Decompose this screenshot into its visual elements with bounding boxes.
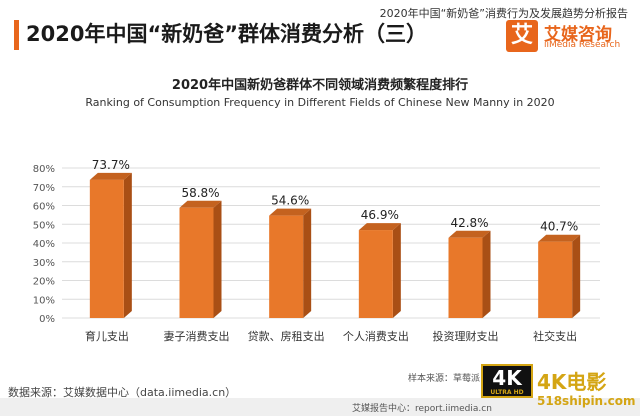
data-label: 46.9% (361, 208, 399, 222)
x-category-label: 妻子消费支出 (164, 329, 230, 343)
page-title: 2020年中国“新奶爸”群体消费分析（三） (26, 22, 428, 46)
data-label: 58.8% (181, 186, 219, 200)
x-category-label: 投资理财支出 (433, 329, 499, 343)
y-tick-label: 30% (33, 258, 55, 269)
y-tick-label: 0% (39, 314, 55, 325)
bar-top (358, 223, 401, 231)
data-label: 73.7% (92, 158, 130, 172)
report-center: 艾媒报告中心：report.iimedia.cn (352, 404, 492, 414)
data-label: 42.8% (450, 216, 488, 230)
y-tick-label: 40% (33, 239, 55, 250)
iimedia-logo: 艾 艾媒咨询 iiMedia Research (506, 20, 632, 52)
sample-source: 样本来源：草莓派 (408, 374, 481, 384)
bar-side (303, 208, 312, 318)
bar-side (572, 234, 581, 318)
bar-top (179, 200, 222, 208)
bar-top (269, 208, 312, 216)
bar (358, 230, 393, 318)
bar-top (448, 230, 491, 238)
data-label: 54.6% (271, 194, 309, 208)
y-tick-label: 20% (33, 277, 55, 288)
y-tick-label: 80% (33, 164, 55, 175)
bar-top (89, 172, 132, 180)
watermark: 4K ULTRA HD 4K电影 518shipin.com (481, 364, 637, 412)
y-tick-label: 10% (33, 295, 55, 306)
bar (89, 179, 124, 318)
bar-side (392, 223, 401, 318)
data-label: 40.7% (540, 220, 578, 234)
y-tick-label: 70% (33, 183, 55, 194)
y-tick-label: 50% (33, 220, 55, 231)
watermark-text: 4K电影 (537, 370, 607, 394)
footer-strip (0, 398, 640, 416)
logo-mark: 艾 (506, 20, 538, 52)
x-category-label: 育儿支出 (85, 329, 129, 343)
watermark-site: 518shipin.com (537, 394, 636, 408)
bar (538, 241, 573, 318)
x-category-label: 个人消费支出 (343, 329, 409, 343)
bar-top (538, 234, 581, 242)
bar (269, 215, 304, 318)
bar-side (482, 230, 491, 318)
bar-side (123, 172, 132, 318)
data-source: 数据来源：艾媒数据中心（data.iimedia.cn） (8, 386, 237, 399)
x-category-label: 贷款、房租支出 (248, 329, 325, 343)
chart-subtitle: Ranking of Consumption Frequency in Diff… (85, 96, 555, 109)
watermark-badge: 4K ULTRA HD (481, 364, 533, 398)
logo-en: iiMedia Research (544, 40, 621, 50)
title-accent-bar (14, 20, 19, 50)
bar-side (213, 200, 222, 318)
watermark-badge-sub: ULTRA HD (490, 389, 524, 396)
x-category-label: 社交支出 (533, 329, 577, 343)
chart-title: 2020年中国新奶爸群体不同领域消费频繁程度排行 (171, 78, 469, 93)
report-title: 2020年中国“新奶爸”消费行为及发展趋势分析报告 (379, 7, 628, 20)
watermark-badge-text: 4K (492, 366, 522, 390)
bar (448, 237, 483, 318)
y-tick-label: 60% (33, 202, 55, 213)
logo-name: 艾媒咨询 (544, 25, 612, 45)
bar (179, 207, 214, 318)
